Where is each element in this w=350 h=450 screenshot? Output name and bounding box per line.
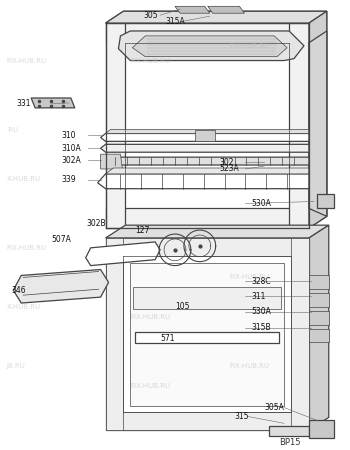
Polygon shape <box>317 194 334 208</box>
Polygon shape <box>106 23 309 43</box>
Polygon shape <box>309 11 327 228</box>
Text: 302: 302 <box>220 158 234 166</box>
Text: 315: 315 <box>234 412 249 421</box>
Polygon shape <box>309 328 329 342</box>
Polygon shape <box>309 275 329 289</box>
Polygon shape <box>106 11 327 23</box>
Text: FIX-HUB.RU: FIX-HUB.RU <box>230 363 270 369</box>
Text: FIX-HUB.RU: FIX-HUB.RU <box>230 274 270 280</box>
Polygon shape <box>135 332 279 343</box>
Polygon shape <box>309 11 327 228</box>
Polygon shape <box>309 31 327 216</box>
Polygon shape <box>100 154 122 169</box>
Polygon shape <box>106 238 124 430</box>
Text: 105: 105 <box>175 302 189 311</box>
Text: 315A: 315A <box>165 17 185 26</box>
Polygon shape <box>106 208 309 228</box>
Polygon shape <box>309 225 329 430</box>
Text: 302B: 302B <box>87 219 106 228</box>
Polygon shape <box>106 238 309 430</box>
Text: FIX-HUB.RU: FIX-HUB.RU <box>6 58 47 63</box>
Polygon shape <box>175 6 210 13</box>
Polygon shape <box>133 287 281 309</box>
Polygon shape <box>106 238 309 256</box>
Text: 310: 310 <box>61 131 75 140</box>
Text: 339: 339 <box>61 176 76 184</box>
Polygon shape <box>100 134 314 141</box>
Text: BP15: BP15 <box>279 438 301 447</box>
Polygon shape <box>100 157 314 165</box>
Polygon shape <box>106 11 327 23</box>
Text: FIX-HUB.RU: FIX-HUB.RU <box>130 383 170 389</box>
Polygon shape <box>269 426 309 436</box>
Text: 328C: 328C <box>251 277 271 286</box>
Text: 127: 127 <box>135 225 150 234</box>
Polygon shape <box>291 238 309 430</box>
Text: 305: 305 <box>143 11 158 20</box>
Polygon shape <box>100 144 314 152</box>
Polygon shape <box>106 130 314 134</box>
Polygon shape <box>106 225 329 238</box>
Text: 507A: 507A <box>51 235 71 244</box>
Polygon shape <box>98 174 317 189</box>
Text: 523A: 523A <box>220 165 239 174</box>
Text: FIX-HUB.RU: FIX-HUB.RU <box>230 43 270 49</box>
Polygon shape <box>118 31 304 61</box>
Text: 530A: 530A <box>251 307 271 316</box>
Polygon shape <box>106 23 125 228</box>
Text: 311: 311 <box>251 292 266 301</box>
Text: 315B: 315B <box>251 323 271 332</box>
Polygon shape <box>86 242 160 266</box>
Text: .RU: .RU <box>6 126 19 133</box>
Polygon shape <box>31 98 75 108</box>
Polygon shape <box>309 293 329 307</box>
Text: X-HUB.RU: X-HUB.RU <box>6 176 41 182</box>
Polygon shape <box>208 6 244 13</box>
Polygon shape <box>289 23 309 228</box>
Polygon shape <box>130 263 284 405</box>
Text: FIX-HUB.RU: FIX-HUB.RU <box>130 314 170 320</box>
Polygon shape <box>13 270 108 303</box>
Text: 302A: 302A <box>61 156 80 165</box>
Text: 530A: 530A <box>251 199 271 208</box>
Polygon shape <box>195 130 215 141</box>
Text: X-HUB.RU: X-HUB.RU <box>6 304 41 310</box>
Text: 346: 346 <box>11 286 26 295</box>
Polygon shape <box>309 420 334 438</box>
Text: JB.RU: JB.RU <box>6 363 25 369</box>
Text: 310A: 310A <box>61 144 80 153</box>
Text: 305A: 305A <box>264 403 284 412</box>
Text: FIX-HUB.RU: FIX-HUB.RU <box>130 58 170 63</box>
Polygon shape <box>106 413 309 430</box>
Polygon shape <box>309 311 329 325</box>
Polygon shape <box>106 168 317 174</box>
Text: 331: 331 <box>16 99 31 108</box>
Text: 571: 571 <box>160 334 175 343</box>
Polygon shape <box>132 36 287 57</box>
Text: FIX-HUB.RU: FIX-HUB.RU <box>6 245 47 251</box>
